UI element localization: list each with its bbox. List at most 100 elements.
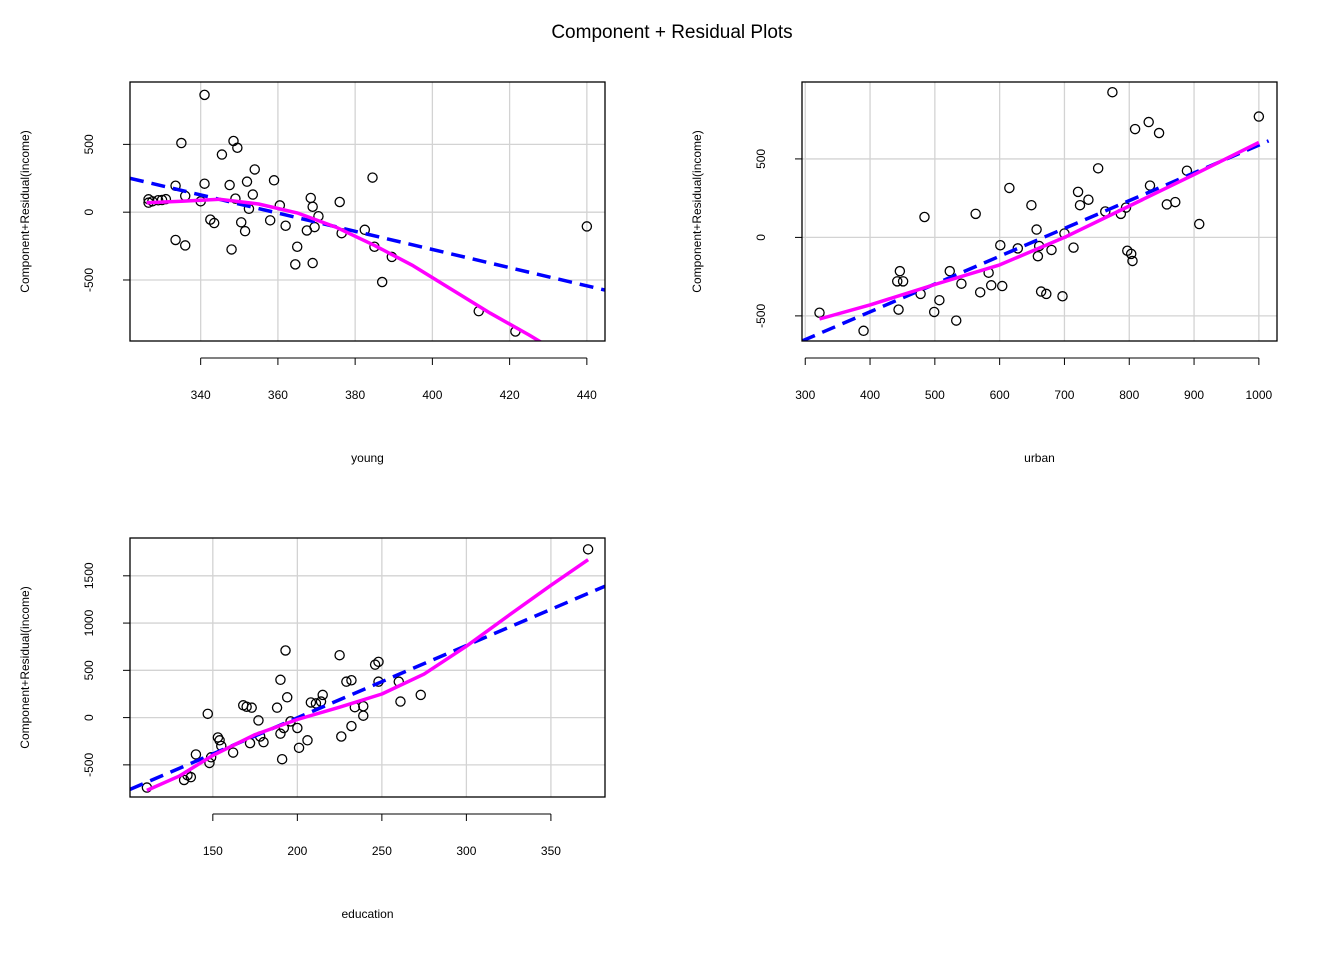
data-point <box>305 192 316 204</box>
data-point <box>1107 86 1118 98</box>
data-point <box>358 701 369 712</box>
data-point <box>893 304 904 315</box>
data-point <box>247 189 259 200</box>
data-point <box>1143 116 1154 128</box>
data-point <box>281 692 293 703</box>
data-point <box>232 142 243 154</box>
data-point <box>582 544 594 555</box>
y-axis-label: Component+Residual(income) <box>18 586 32 748</box>
data-point <box>241 701 252 712</box>
panel-urban: 300 400 500 600 700 800 900 1000 -500 0 500 urban Co… <box>690 81 1278 465</box>
data-point <box>996 280 1008 292</box>
data-point <box>227 747 239 758</box>
data-point <box>214 735 225 746</box>
data-point <box>253 715 264 726</box>
data-point <box>376 276 388 288</box>
data-point <box>307 257 318 269</box>
data-point <box>152 194 164 206</box>
lines-group <box>802 139 1270 341</box>
data-point <box>1083 194 1094 205</box>
data-point <box>190 749 202 760</box>
data-point <box>1153 127 1165 139</box>
data-point <box>268 175 280 186</box>
x-tick-label: 500 <box>925 388 945 402</box>
data-point <box>336 731 347 742</box>
data-point <box>1046 244 1057 256</box>
data-point <box>309 221 320 233</box>
x-tick-label: 250 <box>372 844 392 858</box>
x-axis-label: education <box>341 907 393 921</box>
x-tick-label: 300 <box>456 844 476 858</box>
x-tick-label: 440 <box>577 388 597 402</box>
x-tick-label: 800 <box>1119 388 1139 402</box>
data-point <box>275 728 286 739</box>
data-point <box>934 294 945 306</box>
y-tick-label: 0 <box>754 234 768 241</box>
y-tick-label: 0 <box>82 714 96 721</box>
x-tick-label: 300 <box>795 388 815 402</box>
x-tick-label: 900 <box>1184 388 1204 402</box>
y-tick-label: 500 <box>754 149 768 169</box>
data-point <box>1004 182 1015 194</box>
data-point <box>317 689 328 701</box>
data-point <box>1125 248 1137 260</box>
data-point <box>395 696 406 707</box>
y-tick-label: 500 <box>82 660 96 680</box>
lines-group <box>130 176 605 341</box>
y-tick-label: -500 <box>754 304 768 328</box>
x-tick-label: 1000 <box>1246 388 1273 402</box>
smooth-fit-line <box>146 558 590 793</box>
data-point <box>1072 186 1084 198</box>
smooth-fit-line <box>146 197 543 341</box>
data-point <box>341 676 352 687</box>
points-group <box>143 89 593 337</box>
data-point <box>307 201 318 213</box>
data-point <box>290 259 301 270</box>
data-point <box>258 736 269 748</box>
data-point <box>369 659 381 670</box>
panel-education: 150 200 250 300 350 -500 0 500 1000 1500 education… <box>18 537 606 921</box>
data-point <box>302 735 313 746</box>
y-tick-label: -500 <box>82 753 96 777</box>
x-tick-label: 600 <box>990 388 1010 402</box>
data-point <box>858 325 869 337</box>
data-point <box>230 193 241 204</box>
data-point <box>170 234 181 246</box>
data-point <box>249 164 260 175</box>
lines-group <box>130 558 605 793</box>
data-point <box>179 240 191 251</box>
data-point <box>305 697 317 708</box>
x-tick-label: 200 <box>287 844 307 858</box>
data-point <box>346 720 357 732</box>
x-tick-label: 400 <box>860 388 880 402</box>
data-point <box>1068 242 1079 253</box>
data-point <box>276 753 288 765</box>
data-point <box>985 280 997 291</box>
smooth-fit-line <box>819 140 1260 321</box>
data-point <box>208 217 220 229</box>
data-point <box>1161 199 1173 210</box>
data-point <box>334 196 345 208</box>
data-point <box>974 287 986 298</box>
x-tick-label: 150 <box>203 844 223 858</box>
x-tick-label: 340 <box>191 388 211 402</box>
data-point <box>1057 291 1068 302</box>
plot-frame <box>129 81 606 342</box>
data-point <box>919 211 930 223</box>
data-point <box>897 276 909 287</box>
x-axis-label: urban <box>1024 451 1055 465</box>
chart-title: Component + Residual Plots <box>551 22 793 43</box>
x-tick-label: 380 <box>345 388 365 402</box>
data-point <box>894 265 906 277</box>
data-point <box>1170 196 1181 208</box>
data-point <box>280 645 291 656</box>
plot-frame <box>801 81 1278 342</box>
y-tick-label: 0 <box>82 209 96 216</box>
data-point <box>156 194 168 206</box>
data-point <box>1092 163 1104 174</box>
data-point <box>1193 218 1205 230</box>
data-point <box>202 708 214 720</box>
data-point <box>224 179 235 191</box>
data-point <box>246 702 257 713</box>
data-point <box>235 217 247 228</box>
